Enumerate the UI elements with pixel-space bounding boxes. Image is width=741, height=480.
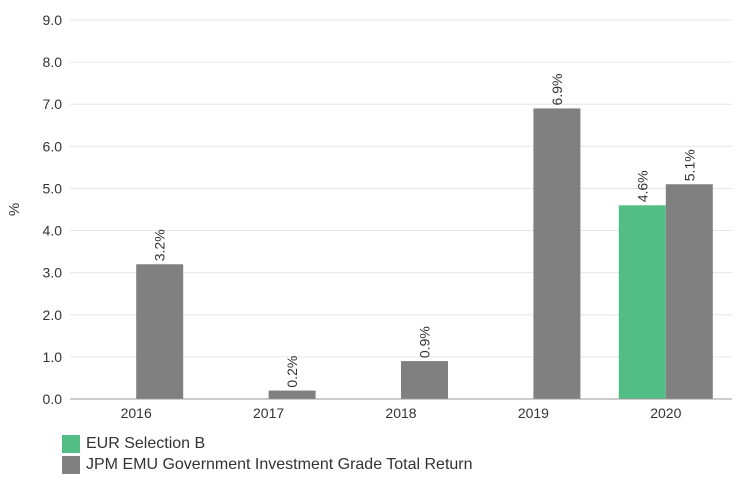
y-tick-label: 6.0	[43, 138, 63, 154]
x-tick-label: 2017	[253, 405, 284, 421]
bar	[401, 361, 448, 399]
y-tick-label: 8.0	[43, 54, 63, 70]
x-tick-label: 2020	[650, 405, 681, 421]
legend: EUR Selection B JPM EMU Government Inves…	[62, 433, 473, 475]
bar	[618, 205, 666, 399]
bar	[665, 184, 713, 399]
y-tick-label: 0.0	[43, 391, 63, 407]
y-axis-title: %	[6, 203, 23, 216]
legend-label: EUR Selection B	[86, 434, 206, 452]
x-tick-label: 2016	[121, 405, 152, 421]
data-label: 3.2%	[152, 229, 168, 261]
data-labels: 3.2% 0.2% 0.9% 6.9% 4.6% 5.1%	[152, 74, 698, 388]
y-tick-label: 1.0	[43, 349, 63, 365]
y-tick-label: 2.0	[43, 307, 63, 323]
data-label: 5.1%	[681, 149, 697, 181]
x-axis-ticks: 2016 2017 2018 2019 2020	[121, 405, 682, 421]
y-tick-label: 7.0	[43, 96, 63, 112]
data-label: 6.9%	[549, 74, 565, 106]
y-axis-ticks: 0.0 1.0 2.0 3.0 4.0 5.0 6.0 7.0 8.0 9.0	[43, 12, 63, 407]
bars	[136, 108, 713, 399]
y-tick-label: 3.0	[43, 265, 63, 281]
data-label: 0.9%	[417, 326, 433, 358]
legend-swatch	[62, 455, 80, 474]
legend-label: JPM EMU Government Investment Grade Tota…	[86, 455, 473, 473]
legend-swatch	[62, 434, 80, 453]
data-label: 0.2%	[284, 356, 300, 388]
x-tick-label: 2019	[518, 405, 549, 421]
legend-item-jpm-emu: JPM EMU Government Investment Grade Tota…	[62, 454, 473, 475]
y-tick-label: 5.0	[43, 180, 63, 196]
legend-item-eur-selection-b: EUR Selection B	[62, 433, 473, 454]
y-tick-label: 9.0	[43, 12, 63, 28]
bar	[533, 108, 581, 399]
x-tick-label: 2018	[385, 405, 416, 421]
y-tick-label: 4.0	[43, 223, 63, 239]
bar	[268, 390, 316, 399]
data-label: 4.6%	[634, 170, 650, 202]
bar	[136, 264, 184, 399]
